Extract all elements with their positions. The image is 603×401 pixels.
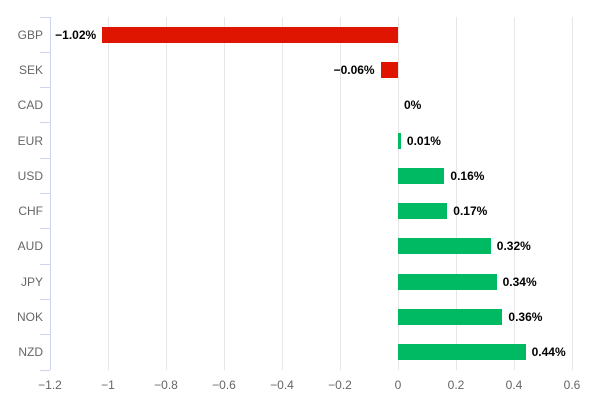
value-label-aud: 0.32% <box>496 239 531 254</box>
category-axis-tick <box>40 298 50 300</box>
category-axis-tick <box>40 16 50 18</box>
category-label-gbp: GBP <box>17 27 43 42</box>
category-axis-tick <box>40 157 50 159</box>
gridline--0.4 <box>281 17 283 370</box>
bar-gbp[interactable] <box>102 26 398 43</box>
x-axis-tick-label-0.2: 0.2 <box>447 378 465 392</box>
bar-usd[interactable] <box>398 167 445 184</box>
category-axis-tick <box>40 334 50 336</box>
category-axis-tick <box>40 263 50 265</box>
category-axis-tick <box>40 51 50 53</box>
x-axis-tick-label--0.6: −0.6 <box>212 378 236 392</box>
value-label-eur: 0.01% <box>406 133 441 148</box>
bar-jpy[interactable] <box>398 273 497 290</box>
bar-nok[interactable] <box>398 309 503 326</box>
x-axis-tick-label--1: −1 <box>101 378 115 392</box>
value-label-nzd: 0.44% <box>531 345 566 360</box>
value-label-sek: −0.06% <box>333 62 375 77</box>
gridline--0.8 <box>165 17 167 370</box>
bar-nzd[interactable] <box>398 344 526 361</box>
value-label-nok: 0.36% <box>508 310 543 325</box>
category-axis-tick <box>40 122 50 124</box>
category-label-nzd: NZD <box>18 345 43 360</box>
category-axis-tick <box>40 228 50 230</box>
x-axis-tick-label--0.8: −0.8 <box>154 378 178 392</box>
value-label-gbp: −1.02% <box>55 27 97 42</box>
gridline-0.6 <box>571 17 573 370</box>
category-label-chf: CHF <box>18 204 43 219</box>
gridline--0.6 <box>223 17 225 370</box>
category-label-sek: SEK <box>18 62 43 77</box>
category-label-cad: CAD <box>17 98 43 113</box>
category-label-nok: NOK <box>16 310 43 325</box>
bar-eur[interactable] <box>398 132 401 149</box>
x-axis-tick-label-0.4: 0.4 <box>505 378 523 392</box>
category-label-eur: EUR <box>17 133 43 148</box>
x-axis-tick-label--1.2: −1.2 <box>38 378 62 392</box>
value-label-chf: 0.17% <box>453 204 488 219</box>
x-axis-tick-label--0.4: −0.4 <box>270 378 294 392</box>
category-label-usd: USD <box>17 168 43 183</box>
gridline--1 <box>107 17 109 370</box>
category-label-aud: AUD <box>17 239 43 254</box>
bar-sek[interactable] <box>380 61 398 78</box>
category-axis-tick <box>40 369 50 371</box>
value-label-usd: 0.16% <box>450 168 485 183</box>
value-label-jpy: 0.34% <box>502 274 537 289</box>
gridline-0.2 <box>455 17 457 370</box>
category-axis-line <box>49 17 51 370</box>
value-label-cad: 0% <box>404 98 422 113</box>
x-axis-tick-label-0.6: 0.6 <box>563 378 581 392</box>
gridline--0.2 <box>339 17 341 370</box>
gridline-0.4 <box>513 17 515 370</box>
category-label-jpy: JPY <box>20 274 43 289</box>
category-axis-tick <box>40 87 50 89</box>
bar-aud[interactable] <box>398 238 491 255</box>
x-axis-tick-label--0.2: −0.2 <box>328 378 352 392</box>
bar-chf[interactable] <box>398 203 448 220</box>
category-axis-tick <box>40 193 50 194</box>
gridline-0 <box>397 17 399 370</box>
x-axis-tick-label-0: 0 <box>394 378 402 392</box>
